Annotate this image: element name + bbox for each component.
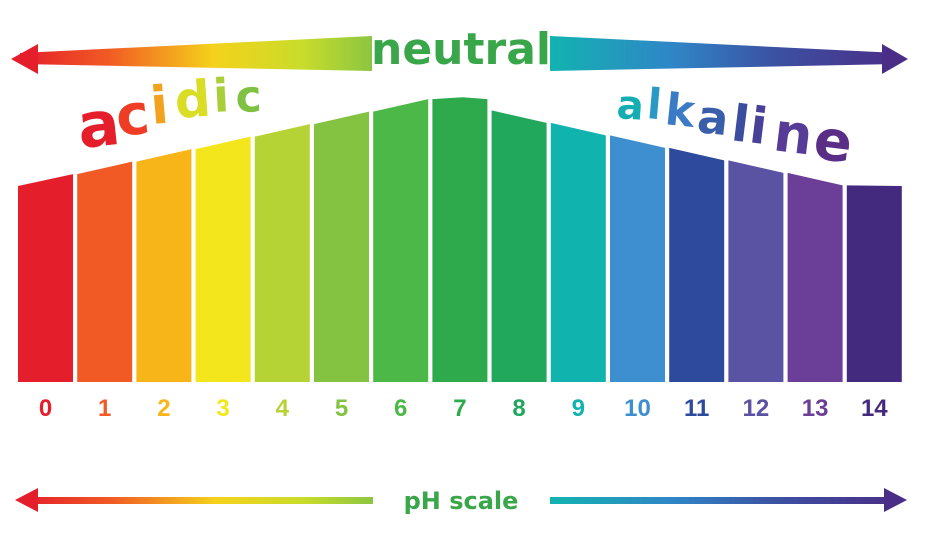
ph-bars (18, 97, 902, 382)
ph-bar-13 (787, 172, 843, 382)
alkaline-letter: a (695, 89, 732, 146)
bottom-arrow-left-head (15, 488, 38, 512)
ph-scale-label: pH scale (404, 487, 519, 515)
acidic-letter: c (235, 71, 263, 123)
ph-number-1: 1 (98, 395, 111, 422)
ph-number-10: 10 (624, 395, 651, 422)
ph-bar-2 (136, 149, 192, 382)
ph-bar-8 (491, 110, 547, 382)
alkaline-letter: e (810, 107, 856, 176)
acidic-letter: a (74, 86, 123, 163)
acidic-letter: d (173, 70, 213, 130)
ph-number-12: 12 (743, 395, 770, 422)
ph-bar-12 (728, 160, 784, 382)
ph-number-4: 4 (276, 395, 290, 422)
bottom-arrow-right-bar (550, 497, 899, 504)
top-arrow-left-bar (20, 36, 372, 71)
alkaline-letter: n (770, 100, 816, 167)
ph-bar-9 (550, 122, 606, 382)
alkaline-letter: k (663, 84, 699, 138)
ph-number-8: 8 (512, 395, 525, 422)
acidic-letter: i (148, 76, 171, 137)
ph-number-0: 0 (39, 395, 52, 422)
top-arrow: neutral (11, 24, 908, 75)
bottom-arrow: pH scale (15, 487, 907, 515)
bottom-arrow-right-head (884, 488, 907, 512)
ph-numbers: 0 1 2 3 4 5 6 7 8 9 10 11 12 13 14 (39, 395, 888, 422)
neutral-label: neutral (371, 24, 551, 75)
alkaline-letter: a (615, 82, 645, 130)
top-arrow-right-head (882, 44, 908, 74)
top-arrow-right-bar (550, 36, 898, 71)
ph-bar-0 (18, 174, 73, 382)
ph-number-14: 14 (861, 395, 888, 422)
ph-bar-10 (610, 135, 665, 382)
bottom-arrow-left-bar (24, 497, 373, 504)
ph-bar-7 (432, 97, 488, 382)
ph-number-5: 5 (335, 395, 348, 422)
ph-bar-11 (669, 147, 725, 382)
acidic-word: aci d i c (74, 68, 263, 163)
alkaline-letter: l (645, 79, 664, 129)
ph-number-3: 3 (216, 395, 229, 422)
top-arrow-left-head (11, 44, 38, 74)
ph-bar-1 (77, 161, 133, 382)
ph-bar-6 (373, 99, 429, 382)
acidic-letter: i (212, 68, 231, 123)
ph-number-6: 6 (394, 395, 407, 422)
ph-number-9: 9 (572, 395, 585, 422)
ph-number-11: 11 (684, 395, 709, 422)
ph-number-7: 7 (453, 395, 466, 422)
acidic-letter: c (113, 82, 153, 150)
ph-bar-14 (846, 185, 902, 382)
ph-number-13: 13 (802, 395, 829, 422)
ph-bar-5 (314, 111, 369, 382)
ph-bar-4 (254, 124, 310, 382)
ph-number-2: 2 (157, 395, 170, 422)
ph-bar-3 (195, 136, 251, 382)
